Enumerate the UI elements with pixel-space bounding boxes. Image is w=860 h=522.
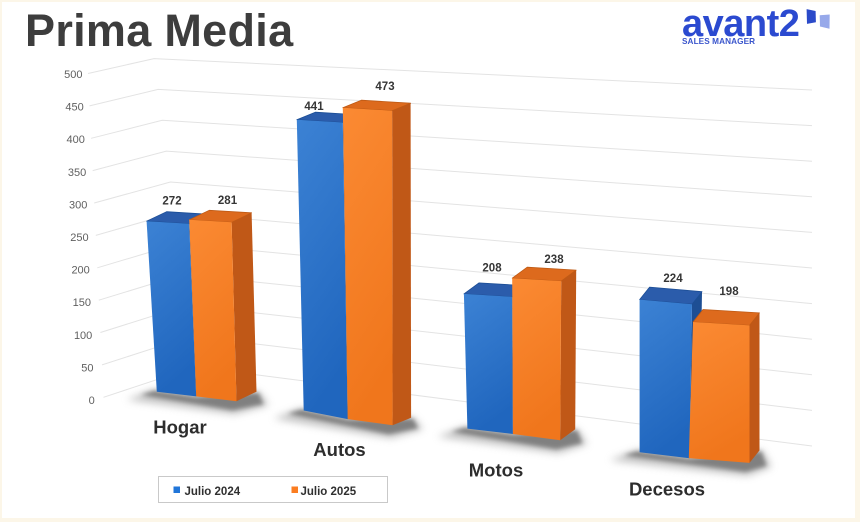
svg-text:Decesos: Decesos	[629, 479, 705, 500]
svg-text:Autos: Autos	[313, 439, 365, 460]
svg-text:Hogar: Hogar	[153, 417, 206, 438]
svg-text:281: 281	[218, 195, 238, 207]
svg-text:Motos: Motos	[469, 460, 523, 481]
svg-text:350: 350	[68, 167, 86, 179]
svg-text:198: 198	[719, 286, 739, 298]
svg-text:0: 0	[89, 395, 95, 407]
svg-text:50: 50	[81, 362, 93, 374]
svg-text:208: 208	[482, 263, 502, 275]
svg-text:400: 400	[67, 134, 85, 146]
svg-text:200: 200	[71, 265, 89, 277]
svg-text:250: 250	[70, 232, 88, 244]
svg-text:441: 441	[304, 101, 324, 113]
svg-text:150: 150	[73, 297, 91, 309]
svg-text:473: 473	[375, 81, 394, 93]
svg-text:100: 100	[74, 330, 92, 342]
svg-text:272: 272	[162, 196, 181, 208]
svg-text:Julio 2025: Julio 2025	[301, 486, 357, 498]
svg-text:238: 238	[544, 254, 564, 266]
svg-text:450: 450	[65, 102, 83, 114]
svg-text:300: 300	[69, 199, 87, 211]
svg-text:224: 224	[663, 273, 683, 285]
svg-text:Julio 2024: Julio 2024	[185, 486, 241, 498]
svg-text:500: 500	[64, 69, 82, 81]
